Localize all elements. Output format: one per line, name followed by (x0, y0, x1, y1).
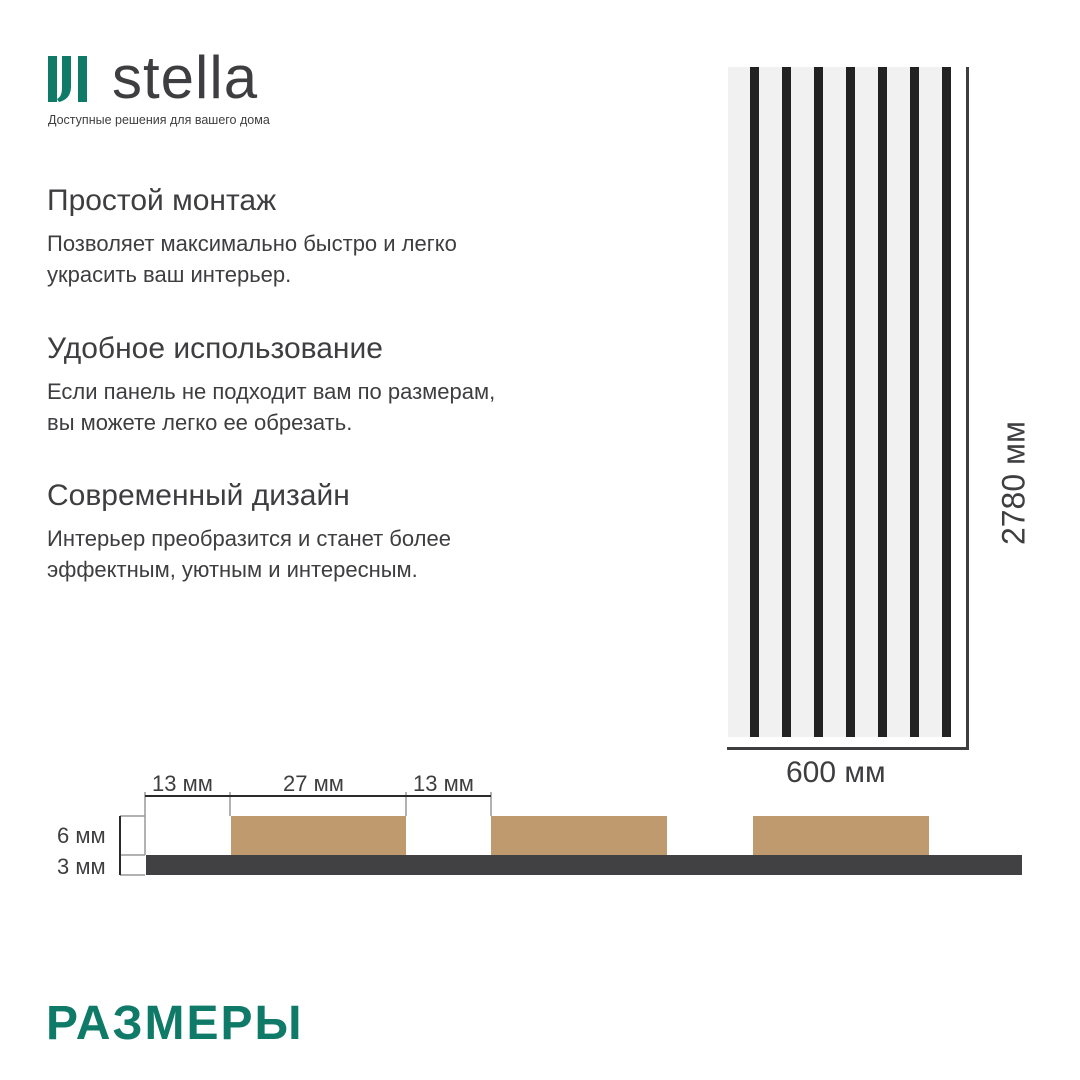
feature-text: Если панель не подходит вам по размерам,… (47, 379, 496, 435)
panel-stripe (878, 67, 887, 737)
panel-stripe (910, 67, 919, 737)
base-height-label: 3 мм (57, 854, 106, 879)
panel-stripe (750, 67, 759, 737)
profile-base (146, 855, 1022, 875)
feature-title: Удобное использование (47, 332, 383, 365)
panel-stripe (846, 67, 855, 737)
panel-illustration (728, 67, 951, 737)
feature-1: Простой монтаж Позволяет максимально быс… (47, 184, 457, 290)
tagline: Доступные решения для вашего дома (48, 113, 270, 127)
logo-icon (48, 56, 87, 102)
panel-stripe (942, 67, 951, 737)
profile-slat (753, 816, 929, 855)
profile-slat (231, 816, 406, 855)
feature-3: Современный дизайн Интерьер преобразится… (47, 479, 451, 585)
panel-stripe (782, 67, 791, 737)
width-label: 600 мм (786, 756, 886, 789)
feature-text: Позволяет максимально быстро и легко укр… (47, 231, 457, 287)
section-title: РАЗМЕРЫ (46, 997, 304, 1050)
height-dimension-line (966, 67, 969, 750)
feature-text: Интерьер преобразится и станет более эфф… (47, 526, 451, 582)
logo-text: stella (112, 44, 259, 111)
gap2-label: 13 мм (413, 771, 474, 796)
profile-slat (491, 816, 667, 855)
feature-2: Удобное использование Если панель не под… (47, 332, 495, 438)
feature-title: Простой монтаж (47, 184, 277, 217)
slat-width-label: 27 мм (283, 771, 344, 796)
panel-stripe (814, 67, 823, 737)
feature-title: Современный дизайн (47, 479, 350, 512)
width-dimension-line (727, 747, 969, 750)
slat-height-label: 6 мм (57, 823, 106, 848)
gap-label: 13 мм (152, 771, 213, 796)
